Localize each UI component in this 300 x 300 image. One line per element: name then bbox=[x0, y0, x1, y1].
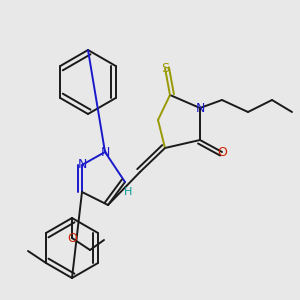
Text: N: N bbox=[100, 146, 110, 158]
Text: N: N bbox=[77, 158, 87, 172]
Text: H: H bbox=[124, 187, 132, 197]
Text: S: S bbox=[161, 61, 169, 74]
Text: N: N bbox=[195, 101, 205, 115]
Text: O: O bbox=[67, 232, 77, 244]
Text: O: O bbox=[217, 146, 227, 158]
